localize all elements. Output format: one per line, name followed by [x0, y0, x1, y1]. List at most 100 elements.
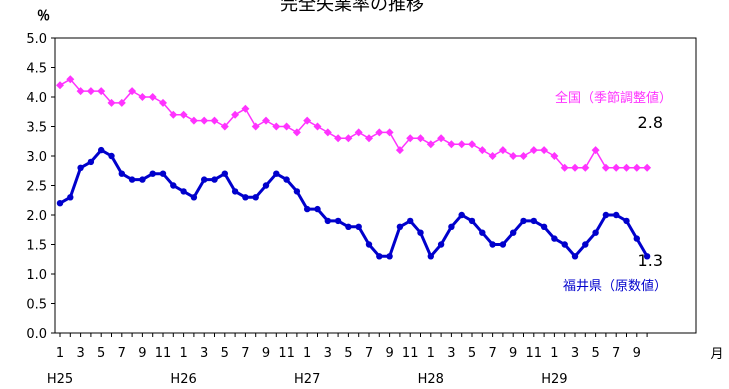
- data-point: [252, 194, 259, 201]
- data-point: [148, 93, 157, 101]
- data-point: [612, 163, 621, 172]
- end-value-national: 2.8: [638, 113, 663, 132]
- data-point: [190, 194, 198, 201]
- data-point: [478, 146, 487, 155]
- data-point: [179, 110, 188, 119]
- x-axis-year-label: H29: [541, 372, 567, 387]
- data-point: [540, 223, 548, 230]
- data-point: [530, 217, 537, 225]
- data-point: [67, 194, 74, 201]
- data-point: [159, 98, 167, 107]
- y-axis-tick-label: 1.5: [26, 239, 47, 254]
- data-point: [66, 75, 75, 84]
- data-point: [643, 253, 651, 260]
- y-axis-tick-label: 0.0: [26, 327, 47, 342]
- data-point: [313, 122, 322, 131]
- data-point: [498, 146, 507, 155]
- data-point: [138, 93, 147, 101]
- data-point: [283, 176, 290, 183]
- data-point: [189, 116, 198, 125]
- data-point: [56, 81, 64, 90]
- x-axis-month-label: 5: [221, 346, 229, 361]
- x-axis-month-label: 1: [303, 346, 311, 361]
- x-axis-month-label: 7: [488, 346, 496, 361]
- data-point: [323, 128, 332, 137]
- data-point: [117, 98, 126, 107]
- series-line: [59, 148, 649, 258]
- data-point: [293, 188, 301, 195]
- series-national: [56, 75, 652, 172]
- x-axis-month-label: 11: [155, 346, 172, 361]
- data-point: [334, 217, 342, 225]
- x-axis-unit-label: 月: [710, 347, 723, 362]
- x-axis-month-label: 11: [526, 346, 543, 361]
- data-point: [344, 134, 353, 143]
- data-point: [426, 140, 435, 149]
- series-fukui: [56, 146, 651, 260]
- data-point: [221, 170, 228, 177]
- data-point: [437, 241, 445, 248]
- data-point: [211, 176, 218, 183]
- data-point: [407, 217, 414, 225]
- data-point: [468, 140, 476, 149]
- data-point: [510, 229, 517, 236]
- data-point: [159, 170, 167, 177]
- x-axis-month-label: 5: [591, 346, 599, 361]
- y-axis-tick-label: 2.0: [26, 209, 47, 224]
- data-point: [272, 122, 281, 131]
- x-axis-month-label: 1: [427, 346, 435, 361]
- chart-title: 完全失業率の推移: [280, 0, 424, 15]
- y-axis-tick-label: 4.5: [26, 62, 47, 77]
- data-point: [355, 223, 362, 230]
- y-axis-tick-label: 1.0: [26, 268, 47, 283]
- series-label-fukui: 福井県（原数値）: [563, 278, 667, 294]
- data-point: [77, 164, 84, 171]
- data-point: [591, 146, 600, 155]
- data-point: [87, 158, 95, 166]
- data-point: [251, 122, 260, 131]
- data-point: [324, 217, 331, 225]
- data-point: [98, 146, 105, 154]
- data-point: [571, 253, 579, 260]
- data-point: [437, 134, 446, 143]
- data-point: [633, 235, 640, 242]
- data-point: [417, 229, 424, 236]
- x-axis-month-label: 7: [241, 346, 249, 361]
- data-point: [520, 217, 527, 225]
- x-axis-month-label: 3: [447, 346, 455, 361]
- data-point: [118, 170, 126, 177]
- data-point: [479, 229, 486, 236]
- x-axis-month-label: 9: [262, 346, 270, 361]
- x-axis-year-label: H27: [294, 372, 320, 387]
- data-point: [334, 134, 343, 143]
- x-axis-month-label: 3: [76, 346, 84, 361]
- data-point: [529, 146, 538, 155]
- data-point: [571, 163, 579, 172]
- data-point: [345, 223, 352, 230]
- data-point: [128, 176, 136, 183]
- x-axis-month-label: 7: [118, 346, 126, 361]
- data-point: [303, 116, 312, 125]
- data-point: [613, 211, 620, 219]
- end-value-fukui: 1.3: [638, 251, 663, 270]
- data-point: [416, 134, 425, 143]
- data-point: [540, 146, 549, 155]
- data-point: [200, 116, 209, 125]
- data-point: [107, 98, 116, 107]
- x-axis-month-label: 1: [550, 346, 558, 361]
- y-axis-tick-label: 2.5: [26, 180, 47, 195]
- y-axis-tick-label: 4.0: [26, 91, 47, 106]
- data-point: [365, 241, 373, 248]
- x-axis-month-label: 9: [385, 346, 393, 361]
- data-point: [210, 116, 219, 125]
- data-point: [509, 152, 518, 160]
- data-point: [231, 110, 240, 119]
- data-point: [488, 152, 497, 160]
- x-axis-month-label: 3: [571, 346, 579, 361]
- data-point: [170, 182, 177, 189]
- data-point: [551, 235, 558, 242]
- series-label-national: 全国（季節調整値）: [555, 90, 672, 106]
- x-axis-month-label: 3: [324, 346, 332, 361]
- data-point: [601, 163, 610, 172]
